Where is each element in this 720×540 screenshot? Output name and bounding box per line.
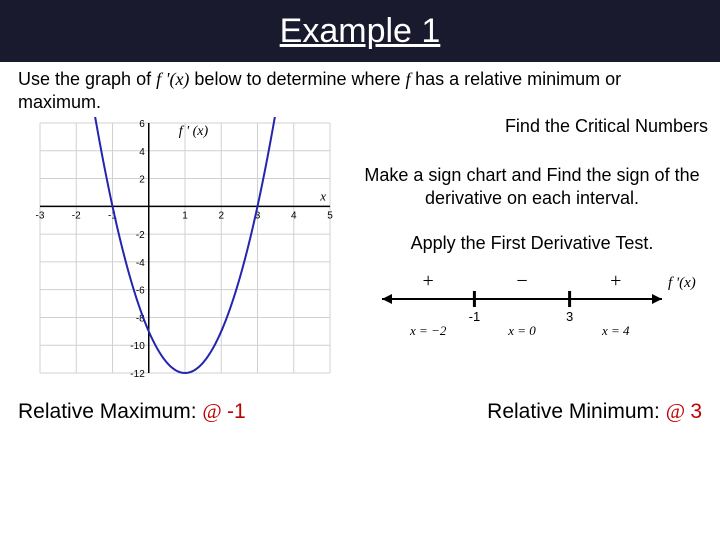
slide-header: Example 1 (0, 0, 720, 62)
svg-text:3: 3 (566, 309, 573, 324)
prompt-text: Use the graph of f '(x) below to determi… (18, 68, 702, 115)
answers-row: Relative Maximum: @ -1 Relative Minimum:… (0, 399, 720, 424)
middle-row: -3-2-112345-12-10-8-6-4-2246f ' (x)x Fin… (18, 117, 702, 379)
svg-text:-1: -1 (469, 309, 481, 324)
relmax-value: -1 (227, 400, 246, 423)
svg-text:4: 4 (291, 210, 297, 221)
prompt-f: f (406, 69, 416, 89)
svg-text:+: + (423, 270, 434, 292)
sign-chart-wrap: -1 3 + − + f '(x) x = −2 x = 0 x = 4 (352, 261, 712, 347)
step-1: Find the Critical Numbers (352, 115, 712, 138)
svg-text:1: 1 (182, 210, 188, 221)
prompt-p2: below to determine where (189, 69, 405, 89)
step-2: Make a sign chart and Find the sign of t… (352, 164, 712, 210)
svg-text:-2: -2 (136, 230, 145, 241)
svg-text:4: 4 (139, 147, 145, 158)
svg-text:f '(x): f '(x) (668, 275, 696, 291)
svg-text:-10: -10 (130, 341, 145, 352)
relmin-at: @ (666, 399, 691, 423)
svg-text:2: 2 (218, 210, 224, 221)
derivative-graph: -3-2-112345-12-10-8-6-4-2246f ' (x)x (18, 117, 338, 379)
svg-text:-12: -12 (130, 369, 145, 379)
svg-text:-4: -4 (136, 258, 145, 269)
relmin-value: 3 (690, 400, 702, 423)
slide-title: Example 1 (280, 12, 441, 51)
prompt-fpx: f '(x) (156, 69, 189, 89)
slide-content: Use the graph of f '(x) below to determi… (0, 62, 720, 379)
svg-text:-2: -2 (72, 210, 81, 221)
svg-text:f ' (x): f ' (x) (179, 124, 209, 139)
relmax-at: @ (202, 399, 227, 423)
svg-text:-3: -3 (36, 210, 45, 221)
svg-text:2: 2 (139, 174, 145, 185)
svg-text:5: 5 (327, 210, 333, 221)
svg-text:x = 0: x = 0 (507, 323, 536, 338)
relative-minimum: Relative Minimum: @ 3 (487, 399, 702, 424)
svg-text:x: x (319, 188, 326, 203)
svg-text:x = −2: x = −2 (409, 323, 447, 338)
svg-text:6: 6 (139, 119, 145, 130)
svg-text:−: − (516, 270, 527, 292)
prompt-p1: Use the graph of (18, 69, 156, 89)
relmax-label: Relative Maximum: (18, 400, 202, 423)
svg-text:+: + (610, 270, 621, 292)
graph-wrap: -3-2-112345-12-10-8-6-4-2246f ' (x)x (18, 117, 338, 379)
sign-chart: -1 3 + − + f '(x) x = −2 x = 0 x = 4 (352, 261, 712, 341)
svg-text:-6: -6 (136, 285, 145, 296)
step-3: Apply the First Derivative Test. (352, 232, 712, 255)
graph-column: -3-2-112345-12-10-8-6-4-2246f ' (x)x (18, 117, 338, 379)
svg-text:x = 4: x = 4 (601, 323, 630, 338)
steps-column: Find the Critical Numbers Make a sign ch… (338, 117, 712, 379)
relmin-label: Relative Minimum: (487, 400, 666, 423)
relative-maximum: Relative Maximum: @ -1 (18, 399, 246, 424)
